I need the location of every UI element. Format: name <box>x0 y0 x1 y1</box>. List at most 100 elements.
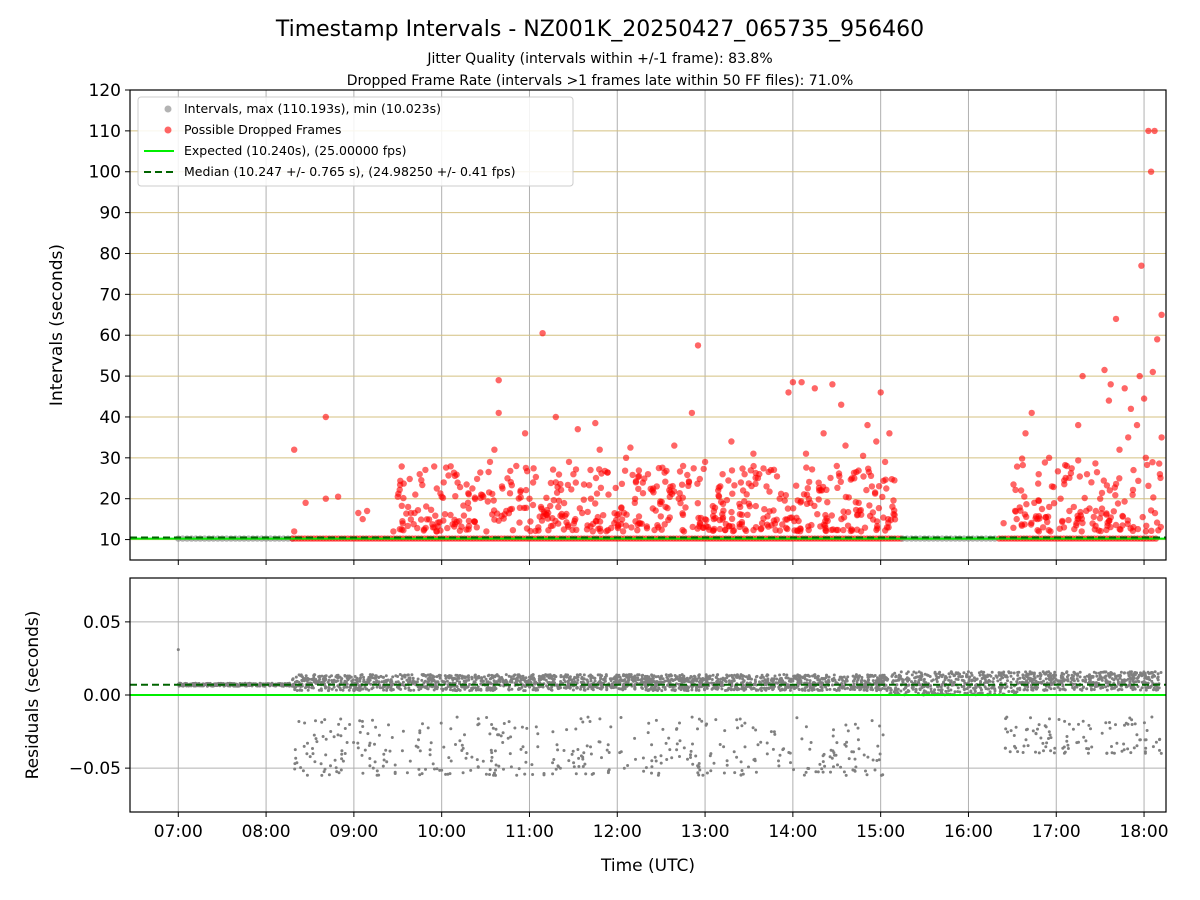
residual-point <box>875 689 879 693</box>
residual-point <box>867 678 871 682</box>
residual-point <box>374 725 378 729</box>
residual-point <box>1069 680 1073 684</box>
residual-point <box>297 720 301 723</box>
residual-point <box>582 688 586 692</box>
dropped-frame-point <box>1157 474 1164 482</box>
dropped-frame-point <box>847 527 854 535</box>
residual-point <box>1108 721 1111 724</box>
dropped-frame-point <box>881 458 889 466</box>
residual-point <box>462 685 465 689</box>
residual-point <box>816 770 820 774</box>
dropped-frame-point <box>1075 457 1082 464</box>
residual-point <box>742 688 746 692</box>
residual-point <box>318 677 322 681</box>
residual-point <box>431 762 435 766</box>
residual-point <box>795 716 799 720</box>
residual-point <box>1056 685 1060 689</box>
residual-point <box>847 757 851 761</box>
residual-point <box>385 688 389 692</box>
residual-point <box>1006 679 1009 683</box>
residual-point <box>837 686 841 690</box>
dropped-frame-point <box>834 484 841 491</box>
residual-point <box>805 678 809 682</box>
residual-point <box>433 686 437 690</box>
residual-point <box>785 673 789 677</box>
residual-point <box>659 754 663 758</box>
residual-point <box>1123 723 1126 727</box>
residual-point <box>697 762 701 765</box>
residual-point <box>1009 674 1013 678</box>
residual-point <box>562 675 566 679</box>
residual-point <box>697 717 701 721</box>
dropped-frame-point <box>1149 459 1156 466</box>
residual-point <box>360 673 364 677</box>
residual-point <box>510 680 514 684</box>
residual-point <box>895 683 899 687</box>
dropped-frame-point <box>641 475 648 482</box>
residual-point <box>871 679 875 683</box>
legend-expected-label: Expected (10.240s), (25.00000 fps) <box>184 143 406 158</box>
dropped-frame-point <box>873 438 880 445</box>
residual-point <box>831 734 835 738</box>
dropped-frame-point <box>423 516 431 523</box>
residual-point <box>923 672 927 676</box>
residual-point <box>901 680 905 684</box>
residual-point <box>507 685 511 689</box>
residual-point <box>1142 721 1146 725</box>
dropped-frame-point <box>815 496 822 503</box>
residual-point <box>1116 688 1120 692</box>
dropped-frame-point <box>433 485 440 492</box>
residual-point <box>324 753 328 757</box>
residual-point <box>1129 672 1133 675</box>
residual-point <box>962 671 966 675</box>
dropped-frame-point <box>1035 497 1043 505</box>
residual-point <box>687 686 690 689</box>
dropped-frame-point <box>437 490 444 497</box>
residual-point <box>837 678 841 682</box>
dropped-frame-point <box>440 517 447 524</box>
residual-point <box>1047 730 1051 734</box>
residual-point <box>346 678 350 682</box>
residual-point <box>820 686 824 690</box>
residual-point <box>1004 674 1008 678</box>
residual-point <box>866 755 870 759</box>
residual-point <box>938 670 942 674</box>
dropped-frame-point <box>1017 507 1024 514</box>
dropped-frame-point <box>688 409 696 417</box>
dropped-frame-point <box>414 524 421 532</box>
residual-point <box>1084 739 1088 743</box>
dropped-frame-point <box>814 511 821 518</box>
residual-point <box>845 740 849 744</box>
dropped-frame-point <box>865 465 872 472</box>
residual-point <box>1016 677 1020 681</box>
residual-point <box>644 766 648 770</box>
residual-point <box>461 771 465 775</box>
residual-point <box>619 716 623 719</box>
dropped-frame-point <box>694 480 701 487</box>
residual-point <box>411 676 415 680</box>
dropped-frame-point <box>1010 481 1017 488</box>
dropped-frame-point <box>539 330 546 337</box>
residual-point <box>718 743 722 746</box>
residual-point <box>407 676 411 680</box>
residual-point <box>1009 729 1013 733</box>
residual-point <box>332 735 336 739</box>
dropped-frame-point <box>471 495 479 503</box>
residual-point <box>883 687 887 691</box>
dropped-frame-point <box>715 492 722 499</box>
residual-point <box>663 687 667 691</box>
dropped-frame-point <box>1057 495 1064 502</box>
residual-point <box>689 756 692 759</box>
residual-point <box>337 771 341 775</box>
residual-point <box>769 730 773 734</box>
residual-point <box>373 742 376 746</box>
x-tick-label: 09:00 <box>329 822 378 842</box>
residual-point <box>340 749 344 753</box>
residual-point <box>314 719 317 723</box>
residual-point <box>1103 670 1107 674</box>
residual-point <box>351 678 355 682</box>
dropped-frame-point <box>403 510 410 517</box>
residual-point <box>533 682 537 686</box>
residual-point <box>777 759 780 763</box>
residual-point <box>377 733 381 737</box>
